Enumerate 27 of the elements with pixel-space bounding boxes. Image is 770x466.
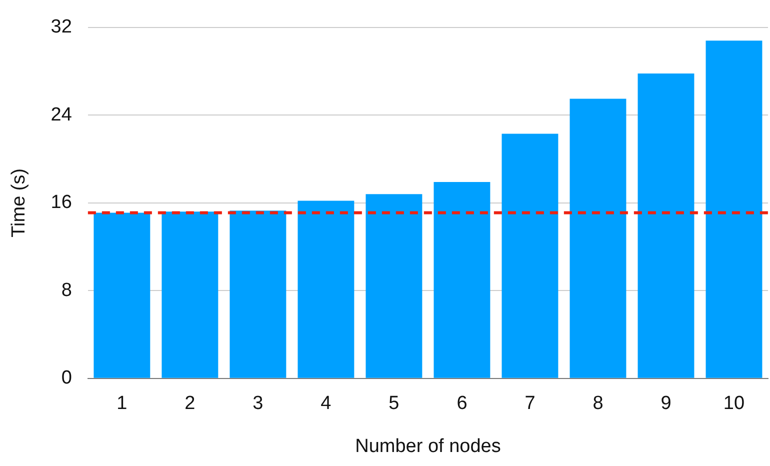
- x-tick-label: 4: [320, 393, 332, 414]
- bar: [502, 134, 558, 378]
- y-tick-label: 8: [61, 280, 72, 301]
- bar: [638, 73, 694, 378]
- y-tick-label: 32: [50, 16, 72, 38]
- y-tick-label: 24: [50, 104, 72, 126]
- x-tick-label: 6: [456, 393, 468, 414]
- bar: [298, 200, 354, 378]
- x-axis-title: Number of nodes: [355, 436, 501, 457]
- bar: [366, 194, 422, 378]
- y-axis-title: Time (s): [8, 168, 30, 238]
- y-tick-label: 16: [50, 192, 72, 214]
- x-tick-label: 3: [252, 393, 264, 414]
- x-tick-label: 2: [184, 393, 196, 414]
- bar: [230, 210, 286, 378]
- y-tick-label: 0: [61, 368, 72, 389]
- x-tick-label: 1: [116, 393, 128, 414]
- bar: [94, 212, 150, 378]
- bar: [162, 212, 218, 378]
- x-tick-label: 9: [660, 393, 672, 414]
- x-tick-label: 8: [592, 393, 604, 414]
- x-tick-label: 7: [524, 393, 536, 414]
- x-tick-label: 5: [388, 393, 400, 414]
- bar: [570, 98, 626, 378]
- bar: [706, 40, 762, 378]
- bar: [434, 182, 490, 378]
- x-tick-label: 10: [723, 393, 745, 414]
